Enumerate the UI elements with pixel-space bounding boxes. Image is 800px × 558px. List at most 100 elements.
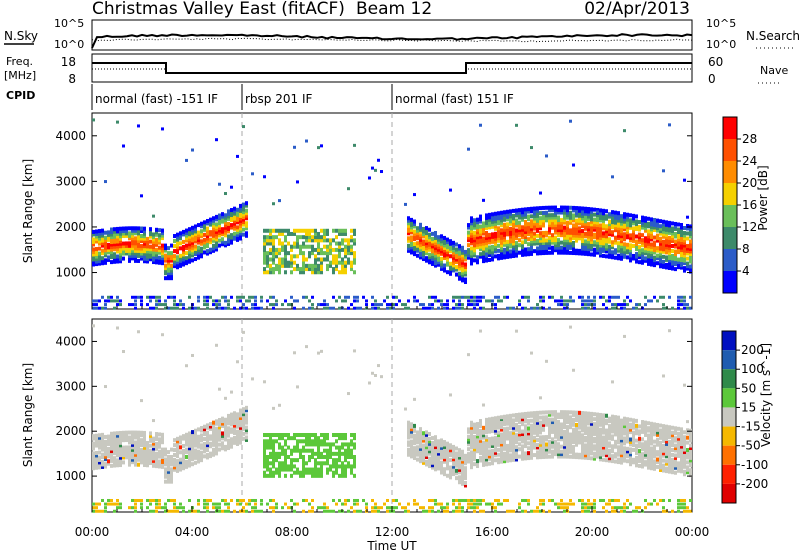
power-cell <box>98 252 101 256</box>
power-cell <box>605 299 608 302</box>
velocity-cell <box>332 452 335 456</box>
power-cell <box>272 235 275 239</box>
velocity-cell <box>275 452 278 456</box>
velocity-cell <box>536 443 539 447</box>
power-cell <box>683 299 686 302</box>
power-cell <box>377 307 380 310</box>
power-cell <box>353 270 356 274</box>
velocity-cell <box>251 510 254 513</box>
power-cell <box>176 233 179 237</box>
power-cell <box>428 253 431 257</box>
noise-left-tick-high: 10^5 <box>54 17 84 30</box>
power-cell <box>593 240 596 244</box>
power-cell <box>464 250 467 254</box>
velocity-cell <box>203 442 206 446</box>
power-cell <box>236 225 239 229</box>
velocity-cell <box>479 419 482 423</box>
velocity-cell <box>458 506 461 509</box>
power-cell <box>485 299 488 302</box>
velocity-cell <box>239 409 242 413</box>
power-cell <box>509 307 512 310</box>
power-cell <box>602 209 605 213</box>
power-cell <box>233 207 236 211</box>
velocity-cell <box>218 503 221 506</box>
velocity-cell <box>140 503 143 506</box>
power-cell <box>479 252 482 256</box>
velocity-cell <box>275 468 278 472</box>
velocity-cell <box>320 350 323 353</box>
velocity-cell <box>101 499 104 502</box>
noise-left-tick-low: 10^0 <box>54 38 84 51</box>
velocity-cell <box>584 503 587 506</box>
velocity-cell <box>569 326 572 329</box>
power-cell <box>476 218 479 222</box>
power-cell <box>206 299 209 302</box>
velocity-cell <box>188 431 191 435</box>
power-cell <box>200 239 203 243</box>
velocity-cell <box>326 510 329 513</box>
power-cell <box>428 228 431 232</box>
power-cell <box>686 244 689 248</box>
power-cell <box>311 307 314 310</box>
power-cell <box>482 237 485 241</box>
power-cell <box>371 167 374 170</box>
power-cell <box>500 217 503 220</box>
power-cell <box>173 307 176 310</box>
power-cell <box>434 299 437 302</box>
power-cell <box>611 303 614 306</box>
velocity-cell <box>104 385 107 388</box>
velocity-cell <box>215 344 218 347</box>
power-cell <box>548 251 551 255</box>
power-cell <box>674 240 677 244</box>
velocity-cell <box>470 506 473 509</box>
power-cell <box>302 307 305 310</box>
date-label: 02/Apr/2013 <box>584 0 690 19</box>
velocity-cell <box>455 469 458 473</box>
velocity-cell <box>203 503 206 506</box>
velocity-cell <box>140 438 143 442</box>
velocity-cell <box>518 503 521 506</box>
velocity-cell <box>581 433 584 437</box>
power-cell <box>347 296 350 299</box>
power-cell <box>272 296 275 299</box>
velocity-cell <box>497 453 500 457</box>
velocity-cell <box>263 471 266 475</box>
power-cell <box>503 296 506 299</box>
power-cell <box>578 296 581 299</box>
power-cell <box>119 299 122 302</box>
power-cell <box>176 307 179 310</box>
velocity-cell <box>446 510 449 513</box>
power-cell <box>653 218 656 222</box>
power-cell <box>251 307 254 310</box>
ytick-label: 3000 <box>55 174 86 188</box>
power-cell <box>617 211 620 215</box>
velocity-cell <box>503 452 506 456</box>
velocity-cell <box>332 442 335 446</box>
velocity-cell <box>158 503 161 506</box>
velocity-cell <box>323 455 326 459</box>
velocity-cell <box>140 448 143 452</box>
velocity-cell <box>428 506 431 509</box>
velocity-cell <box>461 499 464 502</box>
velocity-cell <box>206 431 209 435</box>
velocity-cell <box>557 442 560 446</box>
velocity-cell <box>269 499 272 502</box>
power-cell <box>134 296 137 299</box>
power-cell <box>473 303 476 306</box>
velocity-cell <box>293 433 296 437</box>
velocity-cell <box>173 510 176 513</box>
velocity-cell <box>545 360 548 363</box>
power-cell <box>503 223 506 227</box>
power-cell <box>539 216 542 220</box>
power-cell <box>518 251 521 255</box>
velocity-cell <box>539 396 542 399</box>
power-cell <box>272 303 275 306</box>
power-cell <box>629 299 632 302</box>
velocity-cell <box>353 455 356 459</box>
power-cell <box>536 307 539 310</box>
power-cell <box>500 228 503 232</box>
velocity-cell <box>155 503 158 506</box>
velocity-cell <box>455 499 458 502</box>
power-cell <box>668 296 671 299</box>
velocity-cell <box>104 510 107 513</box>
